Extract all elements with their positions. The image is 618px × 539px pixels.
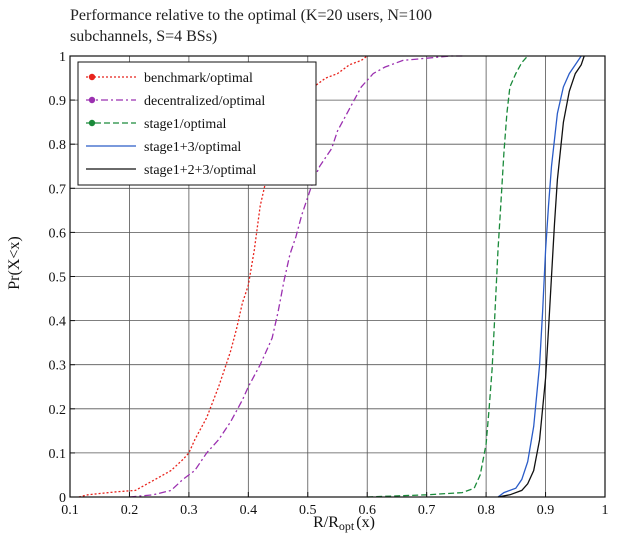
x-tick-label: 0.4 bbox=[240, 503, 258, 518]
chart-title-line-2: subchannels, S=4 BSs) bbox=[70, 28, 218, 45]
legend-label-2: stage1/optimal bbox=[144, 117, 227, 132]
legend: benchmark/optimal decentralized/optimal st… bbox=[77, 61, 317, 186]
y-tick-label: 0.3 bbox=[49, 359, 67, 374]
x-tick-label: 0.1 bbox=[61, 503, 79, 518]
x-axis-label: R/Ropt (x) bbox=[313, 514, 375, 533]
legend-marker-1 bbox=[88, 96, 96, 104]
x-tick-label: 0.2 bbox=[121, 503, 139, 518]
x-axis-label-sub: opt bbox=[339, 519, 355, 533]
y-tick-label: 0.8 bbox=[49, 138, 67, 153]
x-tick-label: 0.3 bbox=[180, 503, 198, 518]
series-line-4 bbox=[497, 55, 585, 498]
y-tick-label: 0.5 bbox=[49, 271, 67, 286]
y-tick-label: 1 bbox=[59, 50, 66, 65]
x-tick-label: 0.7 bbox=[418, 503, 436, 518]
legend-marker-2 bbox=[88, 119, 96, 127]
y-tick-label: 0.9 bbox=[49, 94, 67, 109]
legend-marker-0 bbox=[88, 73, 96, 81]
series-line-2 bbox=[367, 55, 529, 498]
axis-ticks: 0.1 0.2 0.3 0.4 0.5 0.6 0.7 0.8 0.9 100.10.20.30.… bbox=[49, 50, 609, 518]
legend-label-3: stage1+3/optimal bbox=[144, 140, 241, 155]
y-tick-label: 0.7 bbox=[49, 182, 67, 197]
y-tick-label: 0.6 bbox=[49, 226, 67, 241]
x-tick-label: 0.9 bbox=[537, 503, 555, 518]
y-tick-label: 0.2 bbox=[49, 403, 67, 418]
x-axis-label-main: R/R bbox=[313, 514, 339, 531]
y-tick-label: 0.1 bbox=[49, 447, 67, 462]
y-tick-label: 0.4 bbox=[49, 315, 67, 330]
chart-title-line-1: Performance relative to the optimal (K=2… bbox=[70, 7, 432, 24]
legend-label-0: benchmark/optimal bbox=[144, 71, 253, 86]
x-tick-label: 0.8 bbox=[477, 503, 495, 518]
y-axis-label: Pr(X<x) bbox=[6, 236, 23, 289]
x-axis-label-tail: (x) bbox=[356, 514, 375, 531]
series-line-1 bbox=[129, 55, 463, 498]
legend-label-1: decentralized/optimal bbox=[144, 94, 265, 109]
legend-label-4: stage1+2+3/optimal bbox=[144, 163, 256, 178]
y-tick-label: 0 bbox=[59, 491, 66, 506]
x-tick-label: 1 bbox=[602, 503, 609, 518]
series-line-3 bbox=[497, 55, 582, 498]
x-tick-label: 0.5 bbox=[299, 503, 317, 518]
x-tick-label: 0.6 bbox=[358, 503, 376, 518]
